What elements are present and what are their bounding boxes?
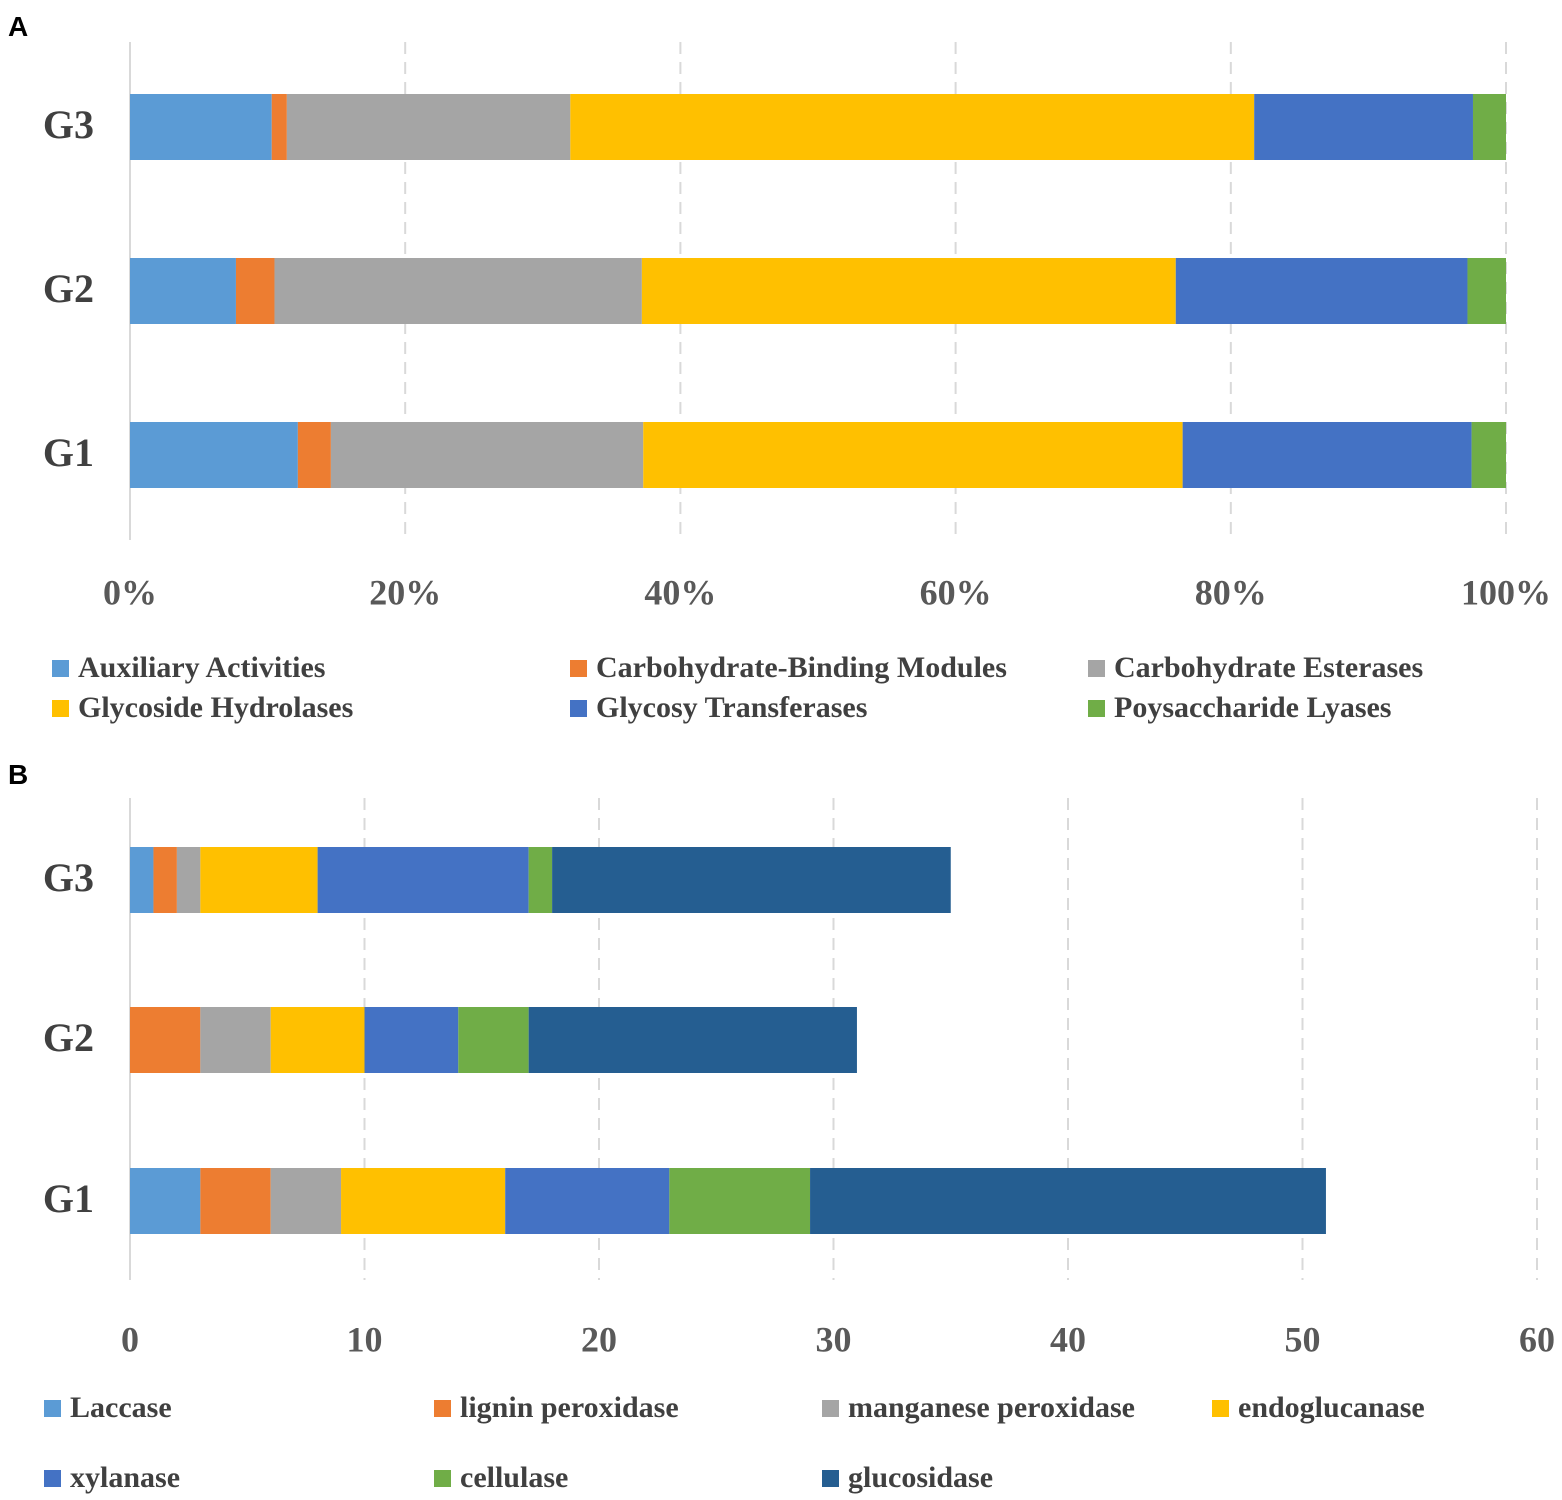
- bar-segment: [552, 847, 951, 913]
- legend-label: glucosidase: [848, 1461, 993, 1494]
- x-tick-label: 10: [347, 1319, 383, 1359]
- bar-segment: [274, 258, 642, 324]
- bar-segment: [570, 94, 1255, 160]
- bar-segment: [270, 1007, 365, 1073]
- bar-segment: [1467, 258, 1506, 324]
- bar-segment: [641, 258, 1176, 324]
- x-tick-label: 40: [1050, 1319, 1086, 1359]
- bar-segment: [286, 94, 571, 160]
- category-label: G2: [43, 266, 94, 311]
- bar-segment: [235, 258, 275, 324]
- category-label: G2: [43, 1015, 94, 1060]
- bar-segment: [130, 258, 236, 324]
- x-tick-label: 40%: [644, 572, 716, 612]
- panel-b-label: B: [8, 759, 28, 790]
- legend-swatch: [822, 1400, 839, 1417]
- bar-segment: [669, 1168, 811, 1234]
- legend-label: Auxiliary Activities: [78, 651, 325, 684]
- bar-segment: [297, 422, 331, 488]
- x-tick-label: 0%: [103, 572, 157, 612]
- bar-segment: [643, 422, 1183, 488]
- category-label: G3: [43, 102, 94, 147]
- bar-segment: [341, 1168, 506, 1234]
- bar-segment: [458, 1007, 529, 1073]
- panel-a-label: A: [8, 11, 28, 42]
- category-label: G1: [43, 1176, 94, 1221]
- bar-segment: [317, 847, 529, 913]
- bar-segment: [130, 94, 272, 160]
- bar-segment: [528, 847, 553, 913]
- legend-swatch: [822, 1470, 839, 1487]
- legend-swatch: [434, 1470, 451, 1487]
- panel-a-chart: 0% 20% 40% 60% 80% 100% G3 G2 G1 Auxiliary Activi…: [43, 42, 1551, 724]
- legend-label: Glycoside Hydrolases: [78, 691, 353, 724]
- bar-segment: [130, 422, 298, 488]
- x-tick-label: 20%: [369, 572, 441, 612]
- x-tick-label: 100%: [1461, 572, 1551, 612]
- bar-segment: [330, 422, 644, 488]
- legend-swatch: [570, 660, 587, 677]
- bar-segment: [200, 1168, 271, 1234]
- x-tick-label: 30: [816, 1319, 852, 1359]
- bar-segment: [1175, 258, 1468, 324]
- bar-segment: [130, 1168, 201, 1234]
- legend-swatch: [434, 1400, 451, 1417]
- bar-segment: [271, 94, 287, 160]
- legend-swatch: [52, 700, 69, 717]
- legend-label: Glycosy Transferases: [596, 691, 867, 724]
- bar-segment: [1182, 422, 1472, 488]
- legend-label: lignin peroxidase: [460, 1391, 679, 1424]
- legend-label: endoglucanase: [1238, 1391, 1425, 1424]
- legend-swatch: [570, 700, 587, 717]
- legend-swatch: [1088, 700, 1105, 717]
- x-tick-label: 0: [121, 1319, 139, 1359]
- bar-segment: [364, 1007, 459, 1073]
- bar-segment: [200, 847, 318, 913]
- x-tick-label: 20: [581, 1319, 617, 1359]
- panel-b-chart: 0 10 20 30 40 50 60 G3 G2 G1 Laccase lignin peroxid…: [43, 798, 1555, 1494]
- legend-label: cellulase: [460, 1461, 568, 1494]
- bar-segment: [130, 847, 154, 913]
- legend-label: Carbohydrate Esterases: [1114, 651, 1423, 684]
- legend-label: manganese peroxidase: [848, 1391, 1135, 1424]
- x-tick-label: 80%: [1195, 572, 1267, 612]
- bar-segment: [505, 1168, 670, 1234]
- legend-swatch: [44, 1400, 61, 1417]
- bar-segment: [130, 1007, 201, 1073]
- bar-segment: [1472, 94, 1506, 160]
- legend-swatch: [1212, 1400, 1229, 1417]
- x-tick-label: 60%: [920, 572, 992, 612]
- legend-swatch: [44, 1470, 61, 1487]
- legend-label: Laccase: [70, 1391, 172, 1424]
- bar-segment: [176, 847, 201, 913]
- bar-segment: [153, 847, 177, 913]
- x-tick-label: 50: [1285, 1319, 1321, 1359]
- category-label: G1: [43, 430, 94, 475]
- category-label: G3: [43, 855, 94, 900]
- bar-segment: [1254, 94, 1473, 160]
- bar-segment: [528, 1007, 857, 1073]
- bar-segment: [1471, 422, 1506, 488]
- x-tick-label: 60: [1519, 1319, 1555, 1359]
- legend-swatch: [1088, 660, 1105, 677]
- bar-segment: [200, 1007, 271, 1073]
- legend-swatch: [52, 660, 69, 677]
- legend-label: xylanase: [70, 1461, 180, 1494]
- legend-label: Poysaccharide Lyases: [1114, 691, 1392, 724]
- bar-segment: [810, 1168, 1326, 1234]
- legend-label: Carbohydrate-Binding Modules: [596, 651, 1007, 684]
- bar-segment: [270, 1168, 342, 1234]
